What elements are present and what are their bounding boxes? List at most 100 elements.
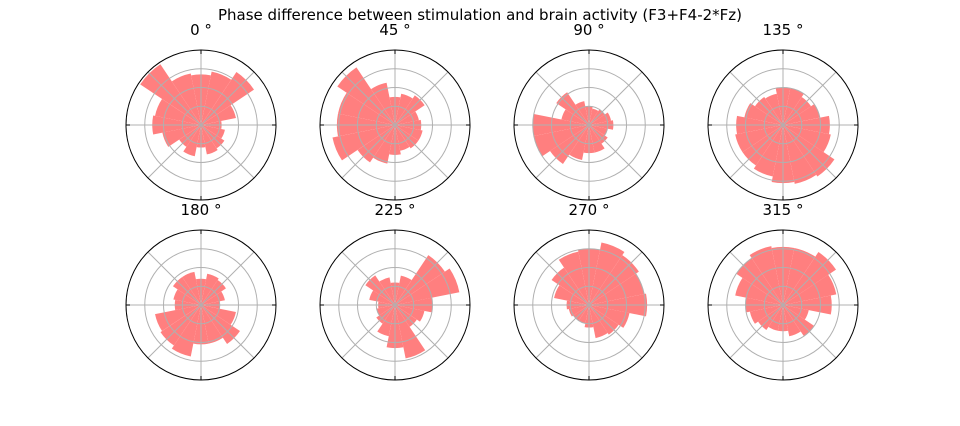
- polar-bar: [589, 305, 630, 328]
- polar-bar: [379, 277, 395, 305]
- angular-gridline: [729, 251, 784, 306]
- angular-gridline: [535, 71, 590, 126]
- polar-bar: [744, 103, 783, 125]
- angular-gridline: [588, 304, 643, 359]
- polar-bar: [395, 275, 412, 305]
- polar-bar: [373, 125, 395, 164]
- angular-gridline: [341, 71, 396, 126]
- polar-panel: 0 °: [125, 21, 277, 201]
- angular-gridline: [782, 124, 837, 179]
- polar-bar: [183, 125, 201, 157]
- angular-gridline: [341, 304, 396, 359]
- polar-bar: [589, 125, 608, 136]
- polar-bar: [783, 125, 817, 184]
- angular-gridline: [147, 251, 202, 306]
- polar-bar: [395, 305, 426, 359]
- polar-bar: [395, 125, 410, 151]
- polar-bar: [554, 285, 589, 305]
- polar-bar: [369, 290, 395, 305]
- angular-gridline: [341, 251, 396, 306]
- angular-gridline: [147, 304, 202, 359]
- angular-gridline: [200, 251, 255, 306]
- panel-title: 270 °: [569, 201, 610, 219]
- angular-gridline: [535, 124, 590, 179]
- polar-panels: 0 ° 45 ° 90 ° 135 ° 180 ° 225 ° 270 ° 315 °: [125, 21, 859, 381]
- polar-bar: [376, 305, 395, 316]
- angular-gridline: [729, 71, 784, 126]
- angular-gridline: [782, 251, 837, 306]
- polar-bar: [749, 246, 783, 305]
- polar-bar: [395, 93, 413, 125]
- polar-bar: [783, 88, 804, 125]
- polar-bar: [395, 125, 423, 141]
- angular-gridline: [588, 251, 643, 306]
- angular-gridline: [341, 124, 396, 179]
- angular-gridline: [729, 304, 784, 359]
- polar-bar: [371, 82, 395, 125]
- polar-panel: 135 °: [707, 21, 859, 201]
- angular-gridline: [535, 304, 590, 359]
- panel-title: 135 °: [763, 21, 804, 39]
- angular-gridline: [394, 304, 449, 359]
- panel-title: 0 °: [190, 21, 212, 39]
- polar-bar: [533, 125, 589, 157]
- angular-gridline: [782, 304, 837, 359]
- angular-gridline: [729, 124, 784, 179]
- polar-bar: [155, 98, 201, 125]
- polar-panel: 45 °: [319, 21, 471, 201]
- angular-gridline: [147, 124, 202, 179]
- angular-gridline: [394, 71, 449, 126]
- panel-title: 45 °: [379, 21, 410, 39]
- polar-bar: [569, 125, 589, 160]
- polar-panel: 225 °: [319, 201, 471, 381]
- angular-gridline: [394, 251, 449, 306]
- polar-bar: [735, 125, 783, 153]
- polar-bar: [783, 305, 801, 337]
- polar-bar: [561, 109, 589, 125]
- polar-bar: [201, 125, 225, 139]
- polar-bar: [783, 104, 820, 125]
- polar-bar: [201, 273, 219, 305]
- polar-bar: [395, 111, 419, 125]
- polar-bar: [155, 305, 201, 332]
- polar-bar: [589, 125, 605, 153]
- polar-bar: [578, 305, 589, 324]
- polar-bar: [765, 93, 783, 125]
- polar-bar: [377, 305, 395, 337]
- figure-title: Phase difference between stimulation and…: [218, 6, 742, 24]
- panel-title: 315 °: [763, 201, 804, 219]
- angular-gridline: [782, 71, 837, 126]
- polar-bar: [201, 105, 236, 125]
- polar-bar: [201, 71, 232, 125]
- polar-panel: 270 °: [513, 201, 665, 381]
- polar-bar: [395, 305, 425, 322]
- panel-title: 225 °: [375, 201, 416, 219]
- polar-bar: [201, 305, 223, 344]
- polar-panel: 180 °: [125, 201, 277, 381]
- polar-bar: [735, 277, 783, 305]
- angular-gridline: [200, 71, 255, 126]
- polar-bar: [589, 242, 625, 305]
- polar-bar: [332, 125, 395, 161]
- polar-bar: [589, 273, 645, 305]
- angular-gridline: [588, 71, 643, 126]
- polar-bar: [753, 125, 783, 177]
- polar-bar: [783, 274, 837, 305]
- panel-title: 180 °: [181, 201, 222, 219]
- polar-bar: [783, 247, 816, 305]
- polar-bar: [201, 125, 218, 155]
- panel-title: 90 °: [573, 21, 604, 39]
- polar-bar: [783, 125, 831, 153]
- polar-bar: [589, 108, 599, 125]
- polar-bar: [201, 305, 236, 325]
- polar-bar: [171, 73, 201, 125]
- polar-bar: [201, 291, 225, 305]
- polar-bar: [337, 92, 395, 125]
- polar-bar: [575, 101, 589, 125]
- angular-gridline: [200, 124, 255, 179]
- angular-gridline: [147, 71, 202, 126]
- angular-gridline: [200, 304, 255, 359]
- polar-bar: [173, 289, 201, 305]
- polar-bar: [171, 305, 201, 357]
